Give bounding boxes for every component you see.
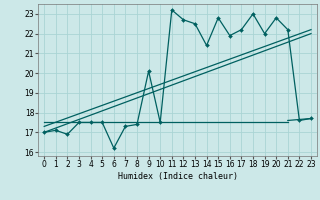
X-axis label: Humidex (Indice chaleur): Humidex (Indice chaleur) — [118, 172, 238, 181]
